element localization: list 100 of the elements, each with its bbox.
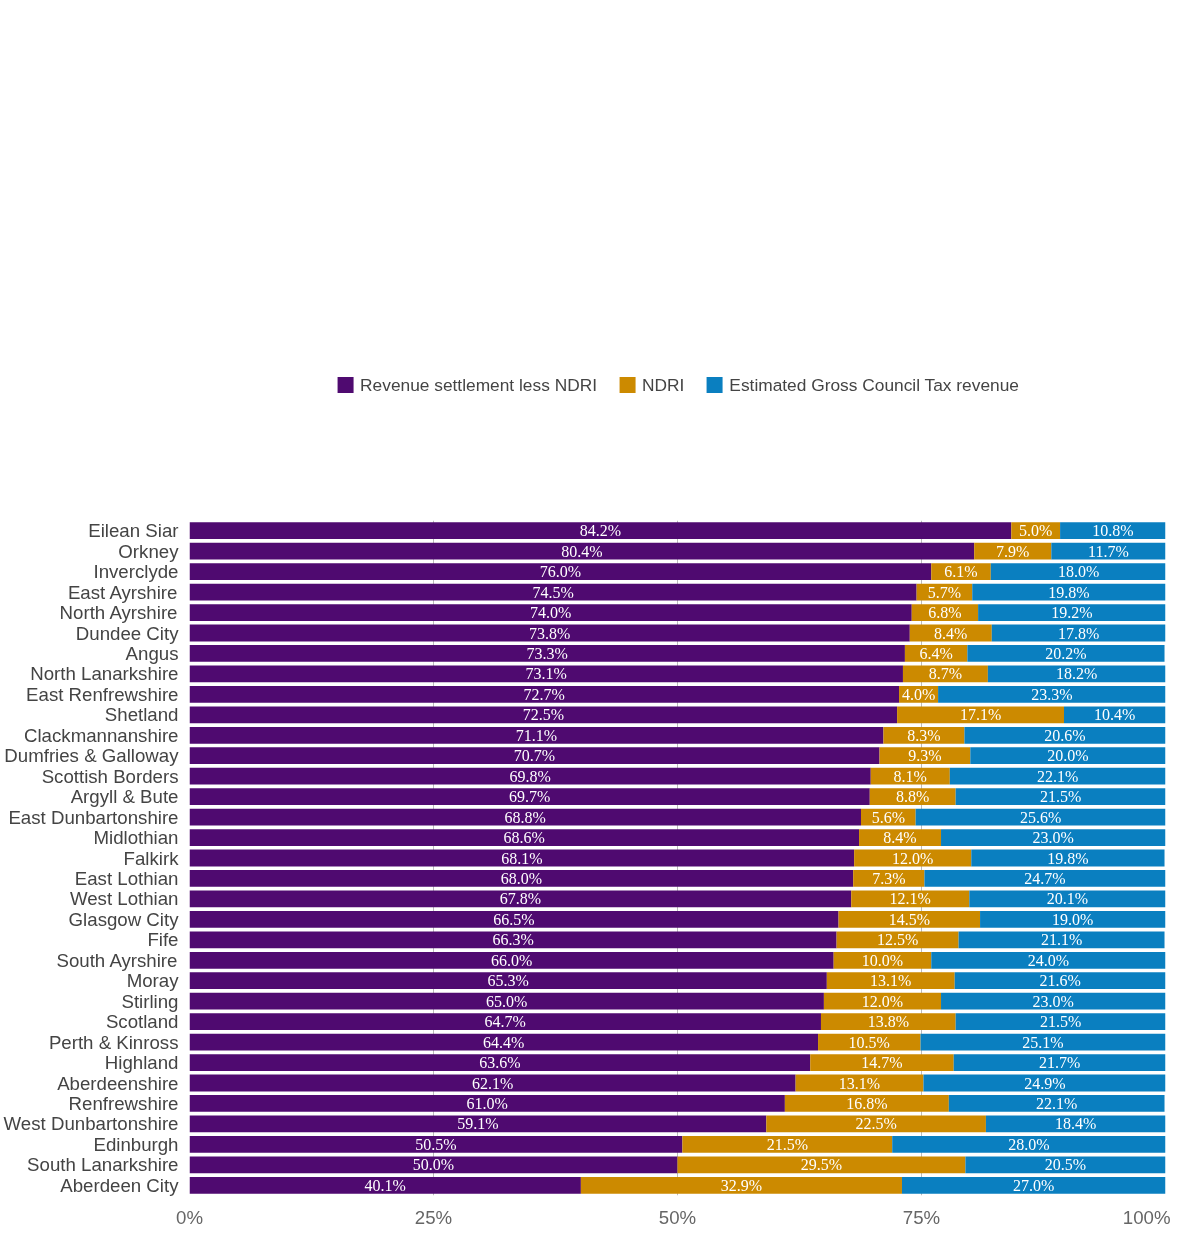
- bar: [970, 747, 1166, 765]
- data-label: 24.0%: [1027, 951, 1070, 969]
- data-label: 5.7%: [927, 583, 962, 601]
- data-label: 80.4%: [561, 542, 603, 560]
- data-label: 68.8%: [504, 808, 546, 826]
- bar: [901, 1176, 1166, 1194]
- y-tick-label: East Lothian: [74, 867, 179, 889]
- data-label: 68.1%: [501, 849, 543, 867]
- bar: [967, 645, 1165, 662]
- data-label: 62.1%: [471, 1074, 514, 1092]
- bar: [189, 910, 839, 928]
- data-label: 8.7%: [928, 665, 963, 683]
- y-tick-label: Eilean Siar: [88, 520, 179, 542]
- data-label: 19.0%: [1052, 910, 1094, 928]
- data-label: 28.0%: [1008, 1135, 1050, 1153]
- data-label: 4.0%: [901, 685, 936, 703]
- bar: [931, 951, 1166, 969]
- data-label: 63.6%: [479, 1054, 521, 1072]
- data-label: 17.1%: [959, 706, 1002, 724]
- data-label: 69.7%: [508, 788, 551, 806]
- data-label: 72.5%: [522, 706, 564, 724]
- bar: [838, 910, 981, 928]
- data-label: 21.5%: [1039, 788, 1082, 806]
- bar: [980, 910, 1166, 928]
- y-tick-label: Clackmannanshire: [23, 724, 179, 746]
- data-label: 65.3%: [487, 972, 529, 990]
- bar: [189, 522, 1012, 540]
- data-label: 10.0%: [861, 951, 904, 969]
- y-tick-label: Aberdeenshire: [57, 1072, 179, 1094]
- bar: [189, 624, 910, 642]
- data-label: 73.8%: [528, 624, 571, 642]
- bar: [677, 1156, 966, 1174]
- y-tick-label: Dumfries & Galloway: [4, 745, 180, 767]
- x-tick-label: 0%: [176, 1206, 203, 1228]
- y-tick-label: Moray: [126, 970, 180, 992]
- bar: [189, 685, 900, 703]
- bar: [958, 931, 1165, 949]
- data-label: 84.2%: [579, 522, 622, 540]
- bar: [941, 992, 1166, 1010]
- y-tick-label: West Lothian: [69, 888, 179, 910]
- data-label: 9.3%: [908, 747, 942, 765]
- data-label: 6.4%: [919, 644, 953, 662]
- y-tick-label: Scotland: [105, 1011, 179, 1033]
- data-label: 7.3%: [872, 869, 906, 887]
- bar: [897, 706, 1064, 724]
- y-tick-label: Highland: [104, 1052, 179, 1074]
- data-label: 22.1%: [1036, 1094, 1078, 1112]
- data-label: 68.0%: [500, 869, 542, 887]
- y-tick-label: West Dunbartonshire: [3, 1113, 179, 1135]
- data-label: 61.0%: [466, 1094, 508, 1112]
- bar: [189, 1115, 767, 1133]
- y-tick-label: East Dunbartonshire: [8, 806, 179, 828]
- data-label: 10.4%: [1094, 706, 1136, 724]
- data-label: 8.4%: [883, 829, 917, 847]
- data-label: 8.8%: [896, 788, 930, 806]
- y-tick-label: Argyll & Bute: [70, 786, 179, 808]
- data-label: 23.0%: [1032, 829, 1074, 847]
- bar: [949, 767, 1166, 785]
- bar: [189, 829, 860, 846]
- data-label: 13.8%: [867, 1013, 909, 1031]
- bar: [189, 542, 975, 560]
- bar: [924, 870, 1166, 887]
- data-label: 20.5%: [1044, 1156, 1087, 1174]
- data-label: 73.3%: [526, 644, 568, 662]
- data-label: 18.0%: [1057, 563, 1100, 581]
- y-tick-label: North Ayrshire: [59, 602, 178, 624]
- data-label: 73.1%: [525, 665, 567, 683]
- data-label: 24.9%: [1024, 1074, 1066, 1092]
- data-label: 14.7%: [861, 1054, 903, 1072]
- bar: [920, 1033, 1166, 1051]
- data-label: 68.6%: [503, 829, 545, 847]
- y-tick-label: South Lanarkshire: [27, 1154, 179, 1176]
- data-label: 12.1%: [889, 890, 931, 908]
- bar: [682, 1135, 893, 1153]
- bar: [810, 1054, 954, 1071]
- bar: [189, 1013, 821, 1031]
- bar: [189, 747, 880, 765]
- x-tick-label: 100%: [1122, 1206, 1171, 1228]
- data-label: 19.2%: [1051, 604, 1093, 622]
- data-label: 22.5%: [855, 1115, 897, 1133]
- bar: [189, 1054, 811, 1071]
- bar: [189, 1074, 796, 1092]
- data-label: 13.1%: [838, 1074, 881, 1092]
- y-tick-label: Glasgow City: [68, 908, 180, 930]
- bar: [189, 767, 871, 785]
- data-label: 32.9%: [720, 1176, 763, 1194]
- bar: [189, 1095, 785, 1112]
- bar: [892, 1135, 1166, 1153]
- data-label: 19.8%: [1048, 583, 1090, 601]
- y-tick-label: Falkirk: [123, 847, 180, 869]
- bar: [820, 1013, 956, 1031]
- legend-label: Estimated Gross Council Tax revenue: [729, 374, 1019, 396]
- bar: [189, 951, 834, 969]
- bar: [189, 583, 917, 601]
- data-label: 8.1%: [893, 767, 927, 785]
- data-label: 5.6%: [871, 808, 905, 826]
- data-label: 76.0%: [539, 563, 582, 581]
- bar: [189, 726, 884, 744]
- data-label: 50.5%: [415, 1135, 457, 1153]
- data-label: 74.0%: [529, 604, 572, 622]
